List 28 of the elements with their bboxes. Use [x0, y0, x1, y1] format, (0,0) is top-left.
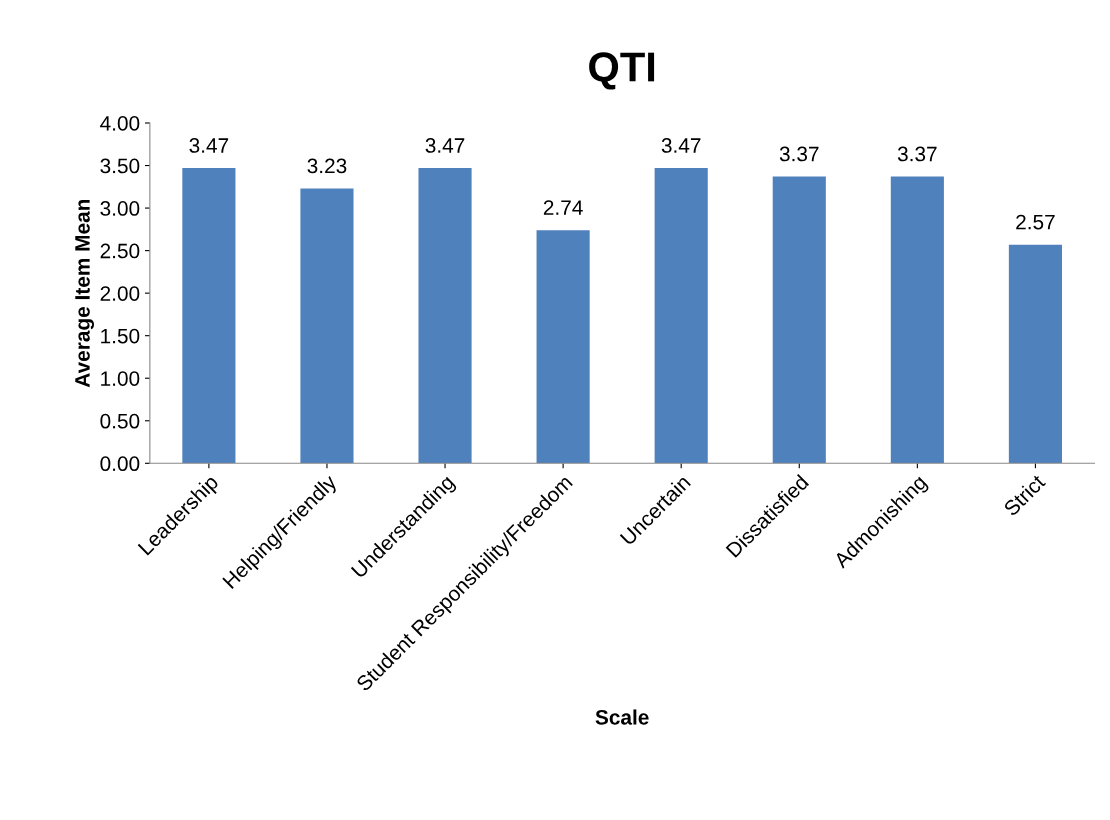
bar [418, 168, 472, 464]
data-label: 2.57 [1016, 214, 1055, 230]
y-tick-label: 2.50 [100, 243, 140, 259]
y-tick-label: 1.50 [101, 328, 140, 344]
bar [654, 168, 708, 464]
bar [536, 230, 590, 464]
data-label: 3.23 [307, 158, 347, 174]
bar [300, 188, 354, 464]
data-label: 3.37 [779, 146, 819, 162]
bar [182, 168, 236, 464]
y-tick-label: 4.00 [100, 116, 140, 131]
data-label: 2.74 [543, 200, 583, 215]
chart-title: QTI [589, 52, 655, 90]
y-tick-label: 0.00 [100, 456, 140, 472]
x-axis-title: Scale [595, 709, 649, 725]
data-label: 3.37 [897, 146, 937, 162]
y-axis-title: Average Item Mean [75, 199, 95, 388]
y-tick-label: 3.50 [100, 158, 140, 174]
bar [772, 176, 826, 464]
y-tick-label: 1.00 [101, 371, 140, 386]
data-label: 3.47 [189, 138, 229, 153]
bar [890, 176, 944, 464]
y-tick-label: 0.50 [100, 413, 140, 429]
y-tick-label: 2.00 [100, 286, 140, 301]
bar [1008, 244, 1062, 464]
y-tick-label: 3.00 [100, 201, 140, 216]
data-label: 3.47 [661, 138, 701, 153]
data-label: 3.47 [425, 138, 465, 153]
